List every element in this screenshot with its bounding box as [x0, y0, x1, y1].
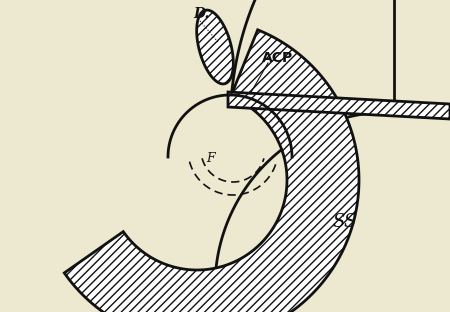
Text: ACP: ACP	[262, 51, 293, 65]
Polygon shape	[228, 92, 450, 119]
Text: D.: D.	[193, 7, 209, 21]
Polygon shape	[64, 30, 359, 312]
Text: F: F	[206, 152, 214, 165]
Text: SS: SS	[333, 213, 357, 231]
Polygon shape	[197, 10, 233, 84]
